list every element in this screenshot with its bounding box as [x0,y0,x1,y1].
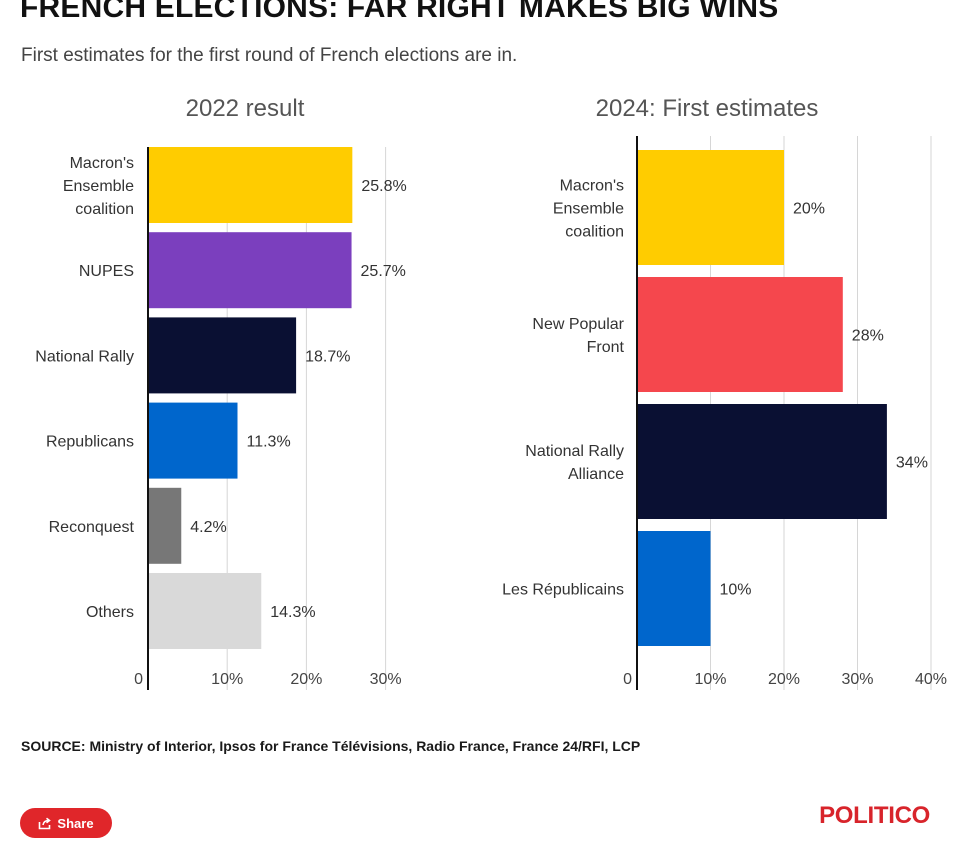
bar [148,232,352,309]
tick-label: 40% [915,671,947,688]
value-label: 25.8% [361,178,406,195]
tick-label: 10% [694,671,726,688]
category-label: Reconquest [49,519,135,536]
bar [148,147,353,223]
value-label: 18.7% [305,348,350,365]
bar [637,531,711,646]
category-label: National Rally [525,443,624,460]
category-label: Alliance [568,466,624,483]
bar [148,317,297,394]
category-label: Others [86,604,134,621]
tick-label: 0 [134,671,143,688]
chart-title: FRENCH ELECTIONS: FAR RIGHT MAKES BIG WI… [20,0,779,24]
category-label: Ensemble [63,178,134,195]
category-label: Ensemble [553,201,624,218]
value-label: 34% [896,455,928,472]
source-note: SOURCE: Ministry of Interior, Ipsos for … [21,738,641,754]
tick-label: 20% [290,671,322,688]
politico-logo: POLITICO [819,802,930,829]
bar [637,277,843,392]
category-label: coalition [75,201,134,218]
bar [148,402,238,479]
tick-label: 0 [623,671,632,688]
category-label: Macron's [70,155,134,172]
category-label: National Rally [35,348,134,365]
category-label: Front [587,339,625,356]
bar [148,487,182,564]
value-label: 14.3% [270,604,315,621]
value-label: 4.2% [190,519,226,536]
panel-title: 2022 result [186,95,305,122]
category-label: Les Républicains [502,582,624,599]
value-label: 28% [852,328,884,345]
share-label: Share [57,815,94,831]
tick-label: 10% [211,671,243,688]
tick-label: 20% [768,671,800,688]
chart-subtitle: First estimates for the first round of F… [21,45,518,66]
charts-area: 2022 result 25.8% Macron's Ensemble coalitio… [35,95,947,690]
value-label: 11.3% [246,434,290,451]
share-button[interactable]: Share [20,808,112,838]
category-label: coalition [565,224,624,241]
bar [637,150,784,265]
tick-label: 30% [841,671,873,688]
value-label: 20% [793,201,825,218]
bar [637,404,887,519]
value-label: 10% [720,582,752,599]
category-label: Republicans [46,434,134,451]
value-label: 25.7% [361,263,406,280]
panel-title: 2024: First estimates [596,95,819,122]
category-label: New Popular [532,316,624,333]
bar [148,573,262,649]
share-icon [38,817,52,830]
category-label: NUPES [79,263,134,280]
category-label: Macron's [560,178,624,195]
tick-label: 30% [370,671,402,688]
